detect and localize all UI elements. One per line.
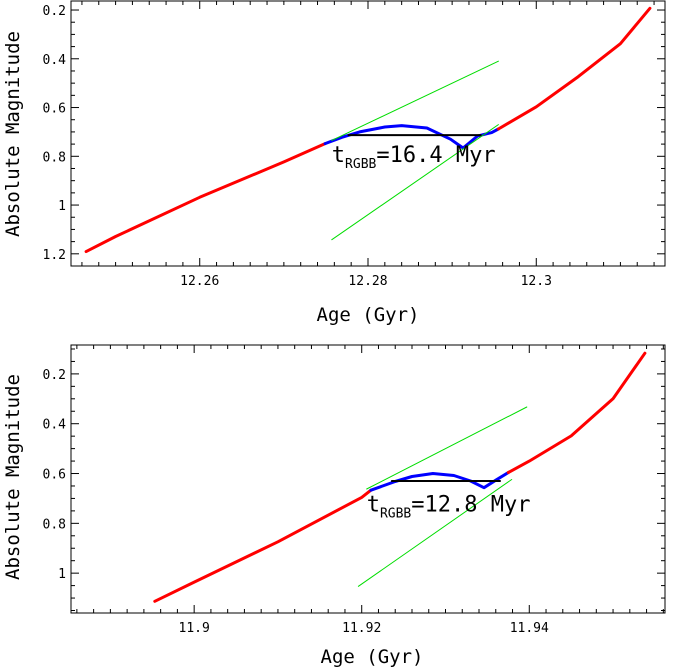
tangent-lower-line (357, 479, 513, 587)
plot-frame (70, 0, 666, 267)
tangent-upper-line (331, 60, 499, 141)
y-tick-label: 0.6 (43, 102, 66, 117)
annotation-value: =12.8 Myr (411, 492, 530, 517)
y-tick-label: 0.8 (43, 150, 66, 165)
annotation-subscript: RGBB (380, 506, 411, 521)
tick-marks (71, 345, 665, 613)
bump-line (369, 471, 510, 492)
y-tick-label: 0.2 (43, 4, 66, 19)
rgbb-duration-annotation: tRGBB=16.4 Myr (332, 143, 496, 172)
annotation-base: t (367, 492, 380, 517)
x-tick-label: 12.3 (521, 274, 552, 289)
series-group (84, 6, 652, 254)
x-tick-label: 11.94 (510, 621, 549, 636)
annotation-value: =16.4 Myr (376, 143, 495, 168)
rgb-lower-line (84, 142, 327, 254)
panel-top: 12.26 12.28 12.3 0.2 0.4 0.6 0.8 1 1.2 tRGBB=16… (2, 0, 666, 326)
y-axis-label: Absolute Magnitude (2, 374, 24, 580)
panel-bottom: 11.9 11.92 11.94 0.2 0.4 0.6 0.8 1 tRGBB=12.8 … (2, 344, 666, 668)
y-axis-label: Absolute Magnitude (2, 31, 24, 237)
annotation-base: t (332, 143, 345, 168)
x-tick-labels: 11.9 11.92 11.94 (179, 621, 550, 636)
x-tick-labels: 12.26 12.28 12.3 (180, 274, 552, 289)
y-tick-label: 0.8 (43, 517, 66, 532)
x-axis-label: Age (Gyr) (321, 646, 424, 668)
tick-marks (71, 1, 665, 266)
rgb-lower-line (153, 488, 373, 603)
x-tick-label: 11.9 (179, 621, 210, 636)
y-tick-label: 1 (58, 567, 66, 582)
rgbb-duration-annotation: tRGBB=12.8 Myr (367, 492, 531, 521)
y-tick-label: 0.6 (43, 468, 66, 483)
x-tick-label: 11.92 (342, 621, 381, 636)
tangent-lower-line (331, 124, 499, 241)
tangent-upper-line (366, 406, 528, 490)
series-group (153, 351, 647, 603)
y-tick-label: 0.2 (43, 368, 66, 383)
x-tick-label: 12.26 (180, 274, 219, 289)
y-tick-labels: 0.2 0.4 0.6 0.8 1 (43, 368, 67, 582)
x-tick-label: 12.28 (348, 274, 387, 289)
y-tick-labels: 0.2 0.4 0.6 0.8 1 1.2 (43, 4, 67, 263)
y-tick-label: 1.2 (43, 248, 66, 263)
x-axis-label: Age (Gyr) (317, 304, 420, 326)
bump-line (323, 124, 500, 150)
annotation-subscript: RGBB (345, 157, 376, 172)
y-tick-label: 0.4 (43, 53, 67, 68)
y-tick-label: 0.4 (43, 418, 67, 433)
rgb-upper-line (506, 351, 647, 474)
y-tick-label: 1 (58, 199, 66, 214)
rgb-upper-line (496, 6, 652, 131)
plot-frame (70, 344, 666, 614)
